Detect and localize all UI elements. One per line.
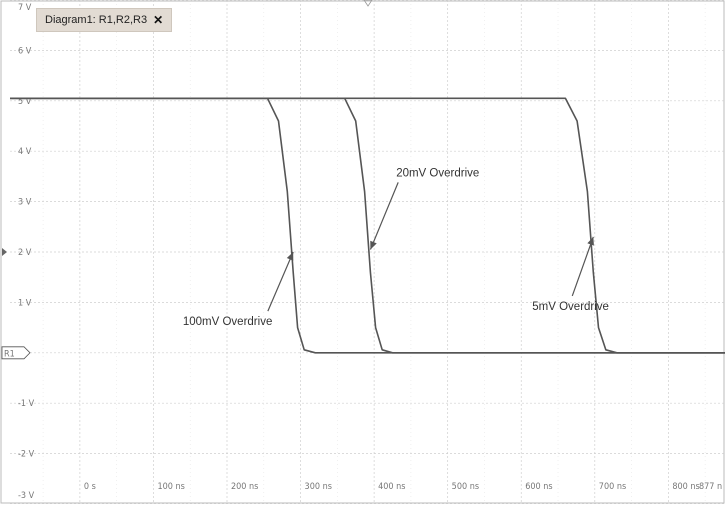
y-tick-label: 4 V [18, 147, 32, 157]
trigger-position-marker [363, 0, 373, 7]
annotation-label: 20mV Overdrive [396, 167, 479, 179]
x-tick-label: 600 ns [525, 482, 552, 492]
annotation-arrow-line [369, 182, 399, 250]
annotation-3: 5mV Overdrive [532, 236, 609, 313]
diagram-tab-label: Diagram1: R1,R2,R3 [45, 14, 148, 26]
x-tick-label: 500 ns [452, 482, 479, 492]
x-tick-label: 300 ns [305, 482, 332, 492]
x-tick-label: 400 ns [378, 482, 405, 492]
ground-marker-label: R1 [4, 349, 15, 359]
annotations: 100mV Overdrive 20mV Overdrive 5mV Overdri… [183, 167, 609, 328]
ground-marker-shape [1, 346, 31, 360]
x-tick-label: 700 ns [599, 482, 626, 492]
y-tick-label: 1 V [18, 298, 32, 308]
trigger-level-marker [2, 248, 7, 256]
y-tick-label: 3 V [18, 198, 32, 208]
x-tick-label: 200 ns [231, 482, 258, 492]
y-tick-label: -1 V [18, 399, 35, 409]
annotation-arrow-head [286, 252, 294, 261]
annotation-arrow-line [267, 251, 294, 312]
y-tick-label: -3 V [18, 491, 35, 501]
x-tick-label: 0 s [84, 482, 96, 492]
x-tick-label: 877 n [699, 482, 722, 492]
y-tick-label: 5 V [18, 97, 32, 107]
trace-1 [10, 97, 725, 354]
y-tick-label: -2 V [18, 450, 35, 460]
ground-marker: R1 [1, 346, 31, 360]
traces [10, 97, 725, 354]
x-tick-label: 100 ns [157, 482, 184, 492]
annotation-1: 100mV Overdrive [183, 251, 294, 328]
close-icon[interactable]: ✕ [153, 13, 164, 27]
tick-labels: 7 V 6 V 5 V 4 V 3 V 2 V 1 V -1 V -2 V -3 V 0 s 100 … [1, 0, 722, 501]
trace-2 [10, 97, 725, 354]
annotation-label: 100mV Overdrive [183, 316, 272, 328]
annotation-2: 20mV Overdrive [369, 167, 479, 250]
y-tick-label: 2 V [18, 248, 32, 258]
annotation-arrow-line [571, 236, 594, 297]
trace-3 [10, 97, 725, 354]
y-tick-label: 7 V [18, 3, 32, 13]
diagram-tab[interactable]: Diagram1: R1,R2,R3 ✕ [36, 8, 173, 32]
y-tick-label: 6 V [18, 46, 32, 56]
annotation-label: 5mV Overdrive [532, 301, 609, 313]
annotation-arrow-head [587, 236, 594, 246]
x-tick-label: 800 ns [672, 482, 699, 492]
annotation-arrow-head [370, 240, 377, 250]
